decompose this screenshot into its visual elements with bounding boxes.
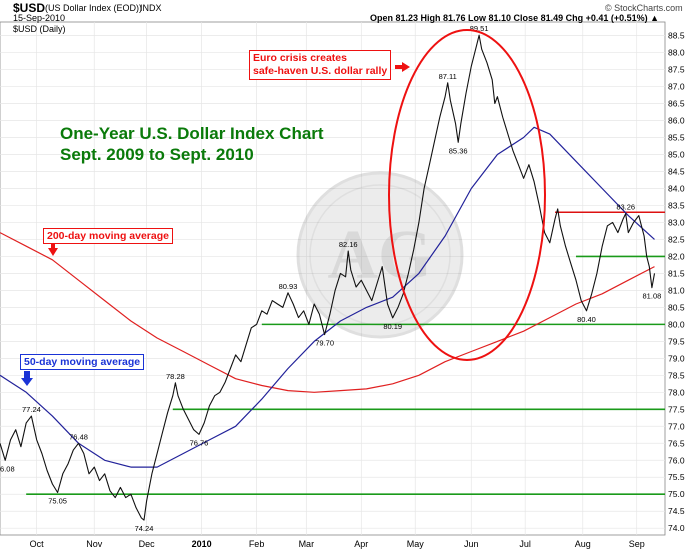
grid-lines [0, 22, 665, 535]
euro-arrow-shaft [395, 65, 403, 69]
series-lines [0, 34, 656, 521]
point-label: 82.16 [339, 240, 358, 249]
y-tick-label: 78.0 [668, 387, 685, 397]
plot-area [0, 21, 666, 536]
y-tick-label: 83.0 [668, 217, 685, 227]
y-tick-label: 79.0 [668, 353, 685, 363]
y-tick-label: 74.0 [668, 523, 685, 533]
y-tick-label: 80.0 [668, 319, 685, 329]
y-tick-label: 82.5 [668, 234, 685, 244]
point-label: 78.28 [166, 372, 185, 381]
y-tick-label: 82.0 [668, 251, 685, 261]
support-resistance-lines [26, 211, 665, 496]
ma200-arrow-icon [48, 248, 58, 256]
ma50-label: 50-day moving average [20, 354, 145, 370]
ma200-line [0, 232, 655, 393]
y-axis: 74.0 74.5 75.0 75.5 76.0 76.5 77.0 77.5 78.0 78.5… [668, 31, 685, 534]
point-label: 87.11 [439, 72, 457, 81]
y-tick-label: 75.5 [668, 472, 685, 482]
ma50-arrow-icon [21, 378, 33, 386]
y-tick-label: 81.0 [668, 285, 685, 295]
euro-crisis-note: Euro crisis creates safe-haven U.S. doll… [249, 50, 392, 80]
point-label: 76.08 [0, 464, 15, 473]
y-tick-label: 85.0 [668, 149, 685, 159]
y-tick-label: 80.5 [668, 302, 685, 312]
y-tick-label: 79.5 [668, 336, 685, 346]
x-tick-label: Sep [629, 539, 645, 549]
x-tick-label: Jul [519, 539, 531, 549]
exchange-code: INDX [140, 3, 162, 13]
y-tick-label: 76.5 [668, 438, 685, 448]
y-tick-label: 84.5 [668, 166, 685, 176]
y-tick-label: 83.5 [668, 200, 685, 210]
point-label: 83.26 [616, 203, 635, 212]
y-tick-label: 77.0 [668, 421, 685, 431]
point-label: 76.48 [69, 432, 88, 441]
point-label: 79.70 [315, 339, 334, 348]
point-label: 89.51 [470, 24, 489, 33]
chart-title-line1: One-Year U.S. Dollar Index Chart [60, 124, 324, 143]
y-tick-label: 78.5 [668, 370, 685, 380]
point-label: 80.40 [577, 315, 596, 324]
coin-watermark: AG [296, 171, 464, 339]
x-tick-label: Aug [575, 539, 591, 549]
y-tick-label: 85.5 [668, 133, 685, 143]
y-tick-label: 77.5 [668, 404, 685, 414]
point-label: 74.24 [135, 524, 154, 533]
y-tick-label: 86.5 [668, 99, 685, 109]
y-tick-label: 87.0 [668, 82, 685, 92]
svg-text:AG: AG [328, 217, 433, 294]
point-label: 77.24 [22, 405, 41, 414]
x-axis: Oct Nov Dec 2010 Feb Mar Apr May Jun Jul Aug Sep [30, 539, 645, 549]
y-tick-label: 75.0 [668, 489, 685, 499]
ma200-label: 200-day moving average [43, 228, 173, 244]
x-tick-label: 2010 [192, 539, 212, 549]
point-label: 76.76 [190, 438, 209, 447]
ticker-symbol: $USD [13, 1, 46, 15]
quote-bar: Open 81.23 High 81.76 Low 81.10 Close 81… [370, 13, 660, 23]
ma200-arrow-shaft [51, 242, 55, 249]
y-tick-label: 76.0 [668, 455, 685, 465]
point-label: 81.08 [643, 292, 662, 301]
ma50-line [0, 126, 655, 468]
index-name: (US Dollar Index (EOD)) [45, 3, 143, 13]
chart-title: One-Year U.S. Dollar Index Chart Sept. 2… [60, 123, 324, 165]
x-tick-label: Oct [30, 539, 45, 549]
chart-date: 15-Sep-2010 [13, 13, 66, 23]
x-tick-label: Jun [464, 539, 479, 549]
price-line [0, 34, 656, 521]
euro-note-line1: Euro crisis creates [253, 52, 347, 64]
point-label: 85.36 [449, 146, 468, 155]
point-label: 80.19 [383, 322, 402, 331]
source-credit: © StockCharts.com [605, 3, 683, 13]
x-tick-label: Dec [139, 539, 156, 549]
euro-crisis-ellipse [388, 29, 546, 361]
point-label: 75.05 [48, 497, 67, 506]
y-tick-label: 84.0 [668, 183, 685, 193]
x-tick-label: Feb [249, 539, 265, 549]
point-labels: 89.51 87.11 85.36 83.26 82.16 81.08 80.93 80.40… [0, 24, 661, 533]
x-tick-label: Nov [86, 539, 103, 549]
x-tick-label: Mar [299, 539, 315, 549]
chart-title-line2: Sept. 2009 to Sept. 2010 [60, 145, 254, 164]
chart-period: $USD (Daily) [13, 24, 66, 34]
y-tick-label: 88.0 [668, 48, 685, 58]
y-tick-label: 74.5 [668, 506, 685, 516]
euro-arrow-icon [402, 62, 410, 72]
y-tick-label: 88.5 [668, 31, 685, 41]
point-label: 80.93 [279, 282, 298, 291]
y-tick-label: 87.5 [668, 65, 685, 75]
euro-note-line2: safe-haven U.S. dollar rally [253, 65, 388, 77]
y-tick-label: 86.0 [668, 116, 685, 126]
y-tick-label: 81.5 [668, 268, 685, 278]
x-tick-label: Apr [354, 539, 368, 549]
ma50-arrow-shaft [24, 371, 30, 379]
x-tick-label: May [407, 539, 425, 549]
